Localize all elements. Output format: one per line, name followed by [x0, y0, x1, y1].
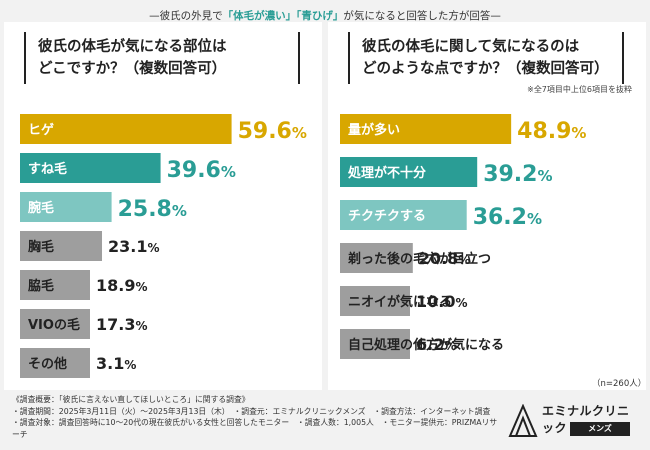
right-chart-card: 彼氏の体毛に関して気になるのは どのような点ですか？（複数回答可） ※全7項目中… [328, 22, 646, 390]
left-value-label-2: 25.8% [118, 197, 187, 222]
survey-footer: 《調査概要：「彼氏に言えない直してほしいところ」に関する調査》 ・調査期間：20… [12, 394, 502, 440]
left-category-label-4: 脇毛 [28, 278, 54, 294]
left-bar-3 [20, 231, 103, 261]
survey-header: —彼氏の外見で「体毛が濃い」「青ひげ」が気になると回答した方が回答— [0, 8, 650, 23]
right-category-label-1: 処理が不十分 [347, 165, 426, 181]
left-value-label-6: 3.1% [96, 354, 136, 373]
right-value-label-2: 36.2% [473, 205, 542, 230]
right-category-label-5: 自己処理の仕方が気になる [348, 337, 504, 353]
left-category-label-1: すね毛 [28, 161, 67, 177]
left-category-label-6: その他 [28, 356, 67, 372]
right-category-label-3: 剃った後の毛穴が目立つ [348, 251, 491, 267]
header-prefix: —彼氏の外見で [149, 10, 223, 22]
logo-name: エミナルクリニック [542, 404, 630, 435]
footer-line-3: ・調査対象：調査回答時に10〜20代の現在彼氏がいる女性と回答したモニター ・調… [12, 418, 498, 439]
left-value-label-0: 59.6% [238, 119, 307, 144]
logo-sub: メンズ [570, 422, 630, 436]
left-value-label-3: 23.1% [108, 237, 160, 256]
right-question-line2: どのような点ですか？（複数回答可） [362, 61, 609, 77]
right-category-label-0: 量が多い [348, 122, 400, 138]
right-value-label-3: 20.8% [419, 249, 471, 268]
right-value-label-1: 39.2% [483, 162, 552, 187]
left-bar-4 [20, 270, 90, 300]
left-bar-6 [20, 348, 90, 378]
left-category-label-5: VIOの毛 [28, 317, 80, 333]
right-value-label-5: 6.2% [416, 335, 456, 354]
selection-note: ※全7項目中上位6項目を抜粋 [527, 85, 632, 94]
right-bar-2 [340, 200, 467, 230]
right-bar-5 [340, 329, 410, 359]
sample-size: （n=260人） [592, 379, 647, 389]
left-bar-2 [20, 192, 112, 222]
right-bar-4 [340, 286, 410, 316]
left-bar-0 [20, 114, 232, 144]
left-question: 彼氏の体毛が気になる部位は どこですか？（複数回答可） [24, 32, 300, 84]
right-bar-0 [340, 114, 512, 144]
left-question-line2: どこですか？（複数回答可） [38, 61, 227, 77]
left-question-line1: 彼氏の体毛が気になる部位は [38, 39, 227, 55]
left-bar-5 [20, 309, 90, 339]
right-category-label-4: ニオイが気になる [348, 294, 452, 310]
left-category-label-2: 腕毛 [28, 200, 54, 216]
left-bar-1 [20, 153, 161, 183]
right-bar-chart: 量が多い 48.9% 処理が不十分 39.2% チクチクする 36.2% 剃った後の毛穴が目… [340, 114, 586, 359]
right-bar-1 [340, 157, 478, 187]
logo-mark-icon [508, 404, 538, 437]
left-value-label-5: 17.3% [96, 315, 148, 334]
right-question-line1: 彼氏の体毛に関して気になるのは [362, 39, 580, 55]
right-bar-3 [340, 243, 413, 273]
left-category-label-0: ヒゲ [28, 122, 54, 138]
right-question: 彼氏の体毛に関して気になるのは どのような点ですか？（複数回答可） [348, 32, 624, 84]
right-category-label-2: チクチクする [348, 209, 426, 224]
footer-line-2: ・調査期間：2025年3月11日（火）〜2025年3月13日（木） ・調査元：エ… [12, 406, 491, 416]
left-value-label-1: 39.6% [167, 158, 236, 183]
left-chart-card: 彼氏の体毛が気になる部位は どこですか？（複数回答可） ヒゲ 59.6% すね毛 39… [4, 22, 322, 390]
left-value-label-4: 18.9% [96, 276, 148, 295]
header-suffix: が気になると回答した方が回答— [343, 10, 501, 22]
header-highlight: 「体毛が濃い」「青ひげ」 [222, 10, 344, 22]
right-value-label-4: 10.0% [416, 292, 468, 311]
right-value-label-0: 48.9% [517, 119, 586, 144]
footer-line-1: 《調査概要：「彼氏に言えない直してほしいところ」に関する調査》 [12, 395, 250, 404]
left-category-label-3: 胸毛 [28, 239, 54, 255]
clinic-logo: エミナルクリニック メンズ [508, 402, 638, 442]
left-bar-chart: ヒゲ 59.6% すね毛 39.6% 腕毛 25.8% 胸毛 23.1% 脇毛 18.9% VIOの… [20, 114, 307, 378]
